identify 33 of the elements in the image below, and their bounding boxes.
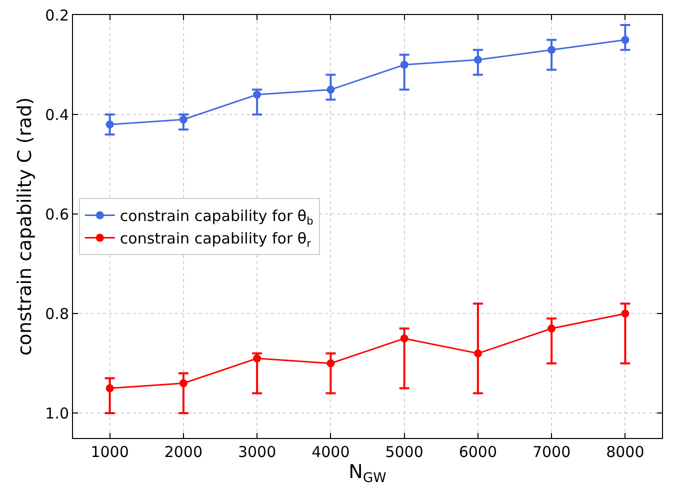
- point: [621, 310, 630, 318]
- y-tick-label: 1.0: [45, 404, 69, 422]
- point: [106, 384, 114, 392]
- x-tick-label: 1000: [90, 443, 129, 461]
- y-tick-label: 0.4: [45, 106, 69, 124]
- point: [326, 86, 335, 94]
- y-tick-label: 0.8: [45, 304, 69, 323]
- point: [326, 359, 335, 368]
- x-tick-label: 8000: [606, 443, 644, 461]
- point: [548, 46, 556, 54]
- point: [400, 334, 408, 342]
- x-tick-label: 4000: [312, 443, 350, 461]
- y-tick-label: 0.2: [45, 6, 69, 24]
- y-tick-label: 0.6: [45, 205, 69, 224]
- x-tick-label: 7000: [532, 443, 571, 461]
- point: [106, 120, 114, 128]
- x-tick-label: 3000: [238, 443, 276, 461]
- point: [400, 60, 408, 69]
- point: [548, 324, 556, 333]
- point: [253, 90, 262, 99]
- point: [253, 354, 262, 362]
- point: [621, 36, 630, 44]
- legend-label: constrain capability for θ$_{b}$: [120, 207, 314, 228]
- point: [179, 379, 188, 388]
- legend-label: constrain capability for θ$_{r}$: [120, 230, 312, 250]
- point: [474, 56, 482, 64]
- x-tick-label: 2000: [164, 443, 203, 461]
- point: [179, 116, 188, 124]
- x-tick-label: 6000: [458, 443, 498, 461]
- x-axis-title: N$_{GW}$: [348, 461, 386, 486]
- x-tick-label: 5000: [385, 443, 424, 461]
- y-axis-title: constrain capability C (rad): [14, 97, 36, 356]
- point: [474, 349, 482, 358]
